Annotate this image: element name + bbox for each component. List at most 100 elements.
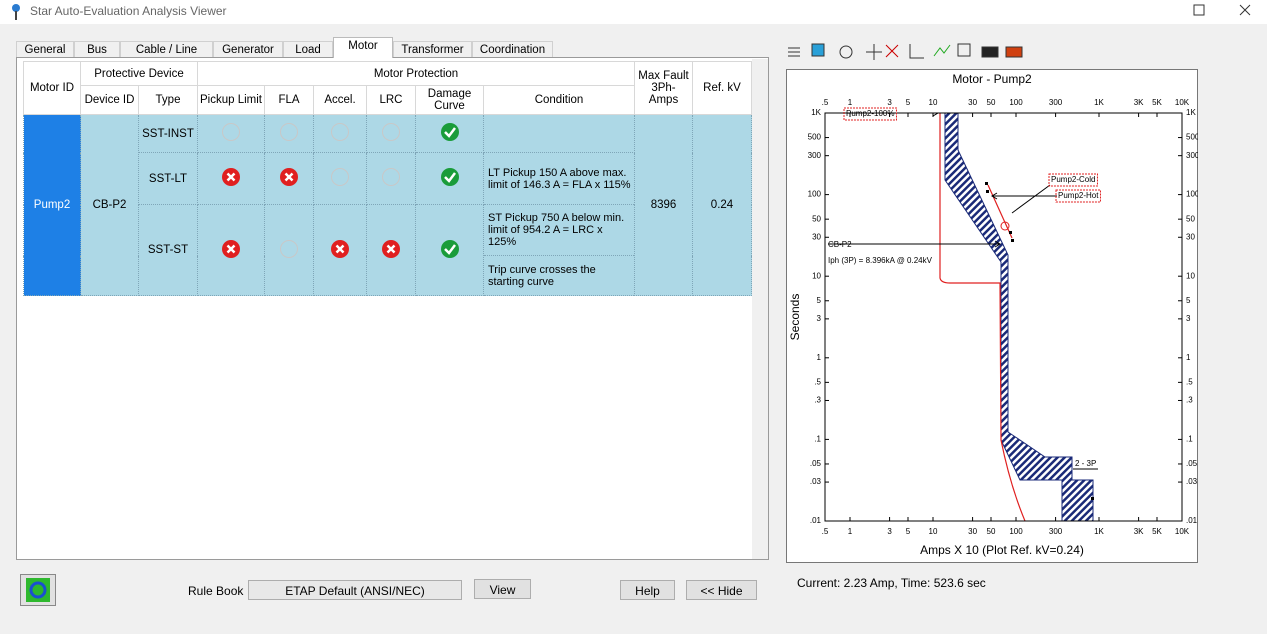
cross-mark: [386, 244, 396, 253]
y-tick-label: .3: [1186, 396, 1193, 405]
status-icon: [280, 168, 298, 186]
status-icon: [222, 123, 240, 141]
status-icon: [280, 239, 298, 258]
y-tick-label: .5: [1186, 377, 1193, 386]
app-icon: [12, 4, 20, 20]
check-cell: [197, 204, 265, 296]
y-tick-label: 1: [817, 353, 822, 362]
annotation: Pump2-Hot: [1058, 191, 1099, 200]
type-cell: SST-LT: [138, 152, 198, 205]
status-icon: [222, 239, 240, 258]
x-tick-label: 100: [1009, 98, 1023, 107]
y-tick-label: 10: [812, 271, 821, 280]
check-cell: [415, 114, 484, 153]
y-tick-label: 5: [817, 296, 822, 305]
pass-icon: [440, 168, 459, 186]
tab[interactable]: Motor: [333, 37, 393, 58]
x-tick-label: 30: [968, 527, 977, 536]
x-tick-label: 5K: [1152, 98, 1162, 107]
x-tick-label: 5: [906, 98, 911, 107]
view-button[interactable]: View: [474, 579, 531, 599]
y-tick-label: 300: [1186, 151, 1198, 160]
y-tick-label: .3: [814, 396, 821, 405]
na-icon: [331, 123, 349, 141]
plot-frame: [824, 112, 1183, 522]
check-mark: [443, 243, 456, 255]
check-cell: [366, 204, 416, 296]
refresh-button[interactable]: [20, 574, 56, 606]
x-axis-label: Amps X 10 (Plot Ref. kV=0.24): [920, 543, 1084, 557]
annotation: 2 - 3P: [1075, 459, 1096, 468]
tab[interactable]: Cable / Line: [120, 41, 213, 57]
y-tick-label: .01: [1186, 516, 1198, 525]
status-icon: [382, 168, 400, 186]
pass-icon: [440, 123, 459, 141]
check-cell: [264, 204, 314, 296]
x-tick-label: 3: [887, 98, 892, 107]
status-icon: [331, 239, 349, 258]
header-cell: Motor Protection: [197, 61, 635, 86]
x-tick-label: 10K: [1175, 98, 1190, 107]
header-cell: Device ID: [80, 85, 139, 115]
status-icon: [440, 123, 459, 141]
na-icon: [222, 123, 240, 141]
x-tick-label: 10: [929, 98, 938, 107]
tab[interactable]: Bus: [74, 41, 120, 57]
check-cell: [415, 152, 484, 205]
type-cell: SST-ST: [138, 204, 198, 296]
check-cell: [264, 114, 314, 153]
tab[interactable]: Coordination: [472, 41, 553, 57]
tab[interactable]: General: [16, 41, 74, 57]
x-tick-label: 50: [987, 98, 996, 107]
tab[interactable]: Load: [283, 41, 333, 57]
toolbar-icons[interactable]: [786, 42, 1026, 60]
annotation: Iph (3P) = 8.396kA @ 0.24kV: [828, 256, 933, 265]
check-cell: [415, 204, 484, 296]
window-title: Star Auto-Evaluation Analysis Viewer: [30, 4, 227, 18]
title-bar: Star Auto-Evaluation Analysis Viewer: [0, 0, 1267, 24]
x-tick-label: 1: [848, 98, 853, 107]
y-tick-label: 100: [1186, 190, 1198, 199]
header-cell: Pickup Limit: [197, 85, 265, 115]
condition-cell: [483, 114, 635, 153]
status-icon: [222, 168, 240, 186]
header-cell: Type: [138, 85, 198, 115]
x-tick-label: 5: [906, 527, 911, 536]
y-tick-label: .05: [810, 459, 822, 468]
y-tick-label: 50: [812, 214, 821, 223]
y-tick-label: .01: [810, 516, 822, 525]
header-cell: FLA: [264, 85, 314, 115]
tab[interactable]: Generator: [213, 41, 283, 57]
scrollbar[interactable]: [752, 59, 768, 559]
cross-mark: [284, 172, 294, 182]
x-tick-label: 100: [1009, 527, 1023, 536]
y-tick-label: 5: [1186, 296, 1191, 305]
pass-icon: [440, 239, 459, 258]
x-tick-label: 50: [987, 527, 996, 536]
hide-button[interactable]: << Hide: [686, 580, 757, 600]
header-cell: Damage Curve: [415, 85, 484, 115]
data-row: Trip curve crosses the starting curve: [24, 255, 752, 296]
window-controls[interactable]: [1192, 4, 1258, 18]
y-tick-label: .5: [814, 377, 821, 386]
rule-book-label: Rule Book: [188, 584, 244, 598]
type-cell: SST-INST: [138, 114, 198, 153]
status-icon: [440, 239, 459, 258]
plot-toolbar: [786, 42, 1026, 63]
header-cell: LRC: [366, 85, 416, 115]
status-icon: [382, 123, 400, 141]
status-icon: [382, 239, 400, 258]
y-tick-label: 1: [1186, 353, 1191, 362]
y-tick-label: .05: [1186, 459, 1198, 468]
condition-cell: ST Pickup 750 A below min. limit of 954.…: [483, 204, 635, 256]
help-button[interactable]: Help: [620, 580, 675, 600]
y-tick-label: .03: [1186, 477, 1198, 486]
check-cell: [264, 152, 314, 205]
tab[interactable]: Transformer: [393, 41, 472, 57]
check-cell: [197, 114, 265, 153]
na-icon: [280, 239, 298, 258]
rule-book-field[interactable]: ETAP Default (ANSI/NEC): [248, 580, 462, 600]
x-tick-label: 1K: [1094, 98, 1104, 107]
motor-starting-curve: [939, 113, 1026, 521]
